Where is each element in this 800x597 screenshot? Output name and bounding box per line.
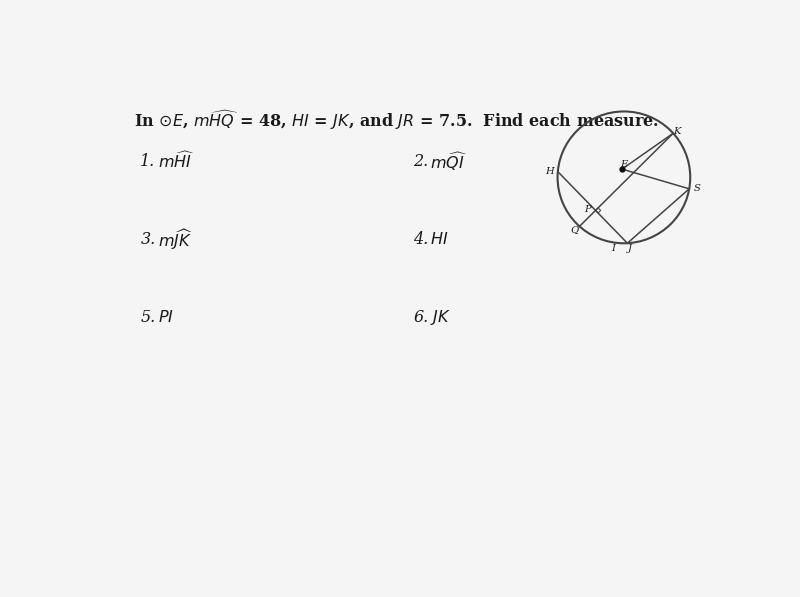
Text: E: E <box>620 160 627 169</box>
Text: K: K <box>673 127 681 136</box>
Text: P: P <box>584 205 590 214</box>
Text: $m\widehat{QI}$: $m\widehat{QI}$ <box>430 150 468 173</box>
Text: Q: Q <box>570 225 578 234</box>
Text: 5.: 5. <box>140 309 155 326</box>
Text: 2.: 2. <box>413 153 428 170</box>
Text: H: H <box>546 167 554 176</box>
Text: $\it{PI}$: $\it{PI}$ <box>158 309 174 326</box>
Text: $m\widehat{HI}$: $m\widehat{HI}$ <box>158 151 194 171</box>
Text: $m\widehat{JK}$: $m\widehat{JK}$ <box>158 227 192 252</box>
Text: $\it{HI}$: $\it{HI}$ <box>430 231 449 248</box>
Text: In $\odot$$\it{E}$, $m\widehat{HQ}$ = 48, $\it{HI}$ = $\it{JK}$, and $\it{JR}$ =: In $\odot$$\it{E}$, $m\widehat{HQ}$ = 48… <box>134 108 659 132</box>
Text: 3.: 3. <box>140 231 155 248</box>
Text: S: S <box>694 184 701 193</box>
Text: 4.: 4. <box>413 231 428 248</box>
Text: $\it{JK}$: $\it{JK}$ <box>430 308 451 327</box>
Text: 1.: 1. <box>140 153 155 170</box>
Text: I: I <box>611 244 615 253</box>
Text: J: J <box>628 244 632 253</box>
Text: 6.: 6. <box>413 309 428 326</box>
